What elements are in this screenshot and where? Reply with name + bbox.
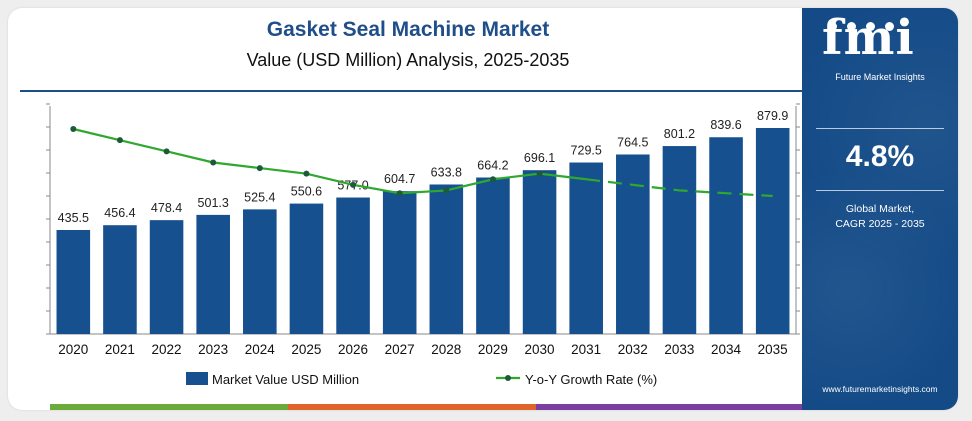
bar-2020 xyxy=(56,230,91,334)
data-label-2024: 525.4 xyxy=(244,190,275,204)
data-label-2034: 839.6 xyxy=(710,118,741,132)
legend-line-label: Y-o-Y Growth Rate (%) xyxy=(525,372,657,387)
x-tick-2034: 2034 xyxy=(711,342,742,357)
growth-line-dashed xyxy=(586,178,773,198)
data-label-2031: 729.5 xyxy=(571,144,602,158)
chart-title: Gasket Seal Machine Market xyxy=(266,18,550,41)
fmi-logo: fmi Future Market Insights xyxy=(802,10,958,86)
growth-point-2026 xyxy=(350,181,357,188)
data-label-2028: 633.8 xyxy=(431,165,462,179)
side-panel: fmi Future Market Insights 4.8% Global M… xyxy=(802,8,958,410)
bar-2028 xyxy=(429,184,464,334)
growth-point-2023 xyxy=(210,159,217,166)
chart-card: Gasket Seal Machine Market Value (USD Mi… xyxy=(8,8,958,410)
x-tick-2020: 2020 xyxy=(58,342,88,357)
bar-2032 xyxy=(616,154,650,334)
growth-point-2028 xyxy=(443,187,450,194)
data-label-2025: 550.6 xyxy=(291,185,322,199)
growth-point-2022 xyxy=(163,148,170,155)
bar-2021 xyxy=(103,225,137,334)
x-tick-2035: 2035 xyxy=(758,342,788,357)
growth-point-2024 xyxy=(256,165,263,172)
bar-2027 xyxy=(382,191,417,334)
bar-2035 xyxy=(755,128,790,334)
growth-point-2020 xyxy=(70,126,77,132)
data-label-2021: 456.4 xyxy=(104,206,135,220)
x-tick-2032: 2032 xyxy=(618,342,648,357)
data-label-2029: 664.2 xyxy=(477,159,508,173)
x-tick-2026: 2026 xyxy=(338,342,368,357)
growth-point-2029 xyxy=(489,176,496,183)
logo-text: fmi xyxy=(822,10,915,66)
bar-2024 xyxy=(243,209,277,334)
cagr-label-line2: CAGR 2025 - 2035 xyxy=(835,218,925,230)
x-tick-2024: 2024 xyxy=(245,342,276,357)
data-label-2023: 501.3 xyxy=(198,196,229,210)
x-tick-2028: 2028 xyxy=(431,342,461,357)
x-tick-2025: 2025 xyxy=(291,342,321,357)
cagr-value: 4.8% xyxy=(845,140,915,173)
side-divider-top xyxy=(816,128,944,129)
legend-bar-label: Market Value USD Million xyxy=(212,372,359,387)
data-label-2022: 478.4 xyxy=(151,201,182,215)
data-label-2033: 801.2 xyxy=(664,127,695,141)
growth-point-2030 xyxy=(536,170,543,177)
x-tick-2023: 2023 xyxy=(198,342,228,357)
x-tick-2021: 2021 xyxy=(105,342,135,357)
growth-point-2025 xyxy=(303,170,310,177)
bar-2033 xyxy=(662,146,697,334)
legend-bar-swatch xyxy=(186,372,208,385)
growth-point-2021 xyxy=(116,137,123,144)
data-label-2030: 696.1 xyxy=(524,151,555,165)
bar-2026 xyxy=(336,197,370,334)
bar-2023 xyxy=(196,214,230,334)
bar-2030 xyxy=(522,170,557,334)
data-label-2027: 604.7 xyxy=(384,172,415,186)
website-link[interactable]: www.futuremarketinsights.com xyxy=(822,384,938,394)
x-tick-2022: 2022 xyxy=(152,342,182,357)
x-tick-2030: 2030 xyxy=(525,342,555,357)
stripe-purple xyxy=(536,404,802,410)
stripe-orange xyxy=(288,404,536,410)
bar-2022 xyxy=(149,220,184,334)
bar-2029 xyxy=(476,177,510,334)
bar-2031 xyxy=(569,162,603,334)
x-tick-2031: 2031 xyxy=(571,342,601,357)
x-tick-2033: 2033 xyxy=(664,342,694,357)
title-divider xyxy=(20,90,806,92)
logo-subtitle: Future Market Insights xyxy=(835,72,925,82)
x-tick-2029: 2029 xyxy=(478,342,508,357)
bar-2034 xyxy=(709,137,743,334)
bar-2025 xyxy=(289,203,324,334)
data-label-2032: 764.5 xyxy=(617,135,648,149)
legend-line-marker xyxy=(505,375,511,381)
growth-point-2027 xyxy=(396,190,403,197)
x-tick-2027: 2027 xyxy=(385,342,415,357)
cagr-label: Global Market, CAGR 2025 - 2035 xyxy=(802,202,958,232)
chart-subtitle: Value (USD Million) Analysis, 2025-2035 xyxy=(246,50,570,70)
logo-dots-icon xyxy=(828,18,938,31)
side-divider-bottom xyxy=(816,190,944,191)
stripe-green xyxy=(50,404,288,410)
cagr-label-line1: Global Market, xyxy=(845,203,915,215)
data-label-2035: 879.9 xyxy=(757,109,788,123)
growth-line-solid xyxy=(73,127,587,195)
data-label-2020: 435.5 xyxy=(58,211,89,225)
bar-line-chart: 435.5 2020 456.4 2021 478.4 2022 501.3 2023 525.… xyxy=(46,103,800,387)
